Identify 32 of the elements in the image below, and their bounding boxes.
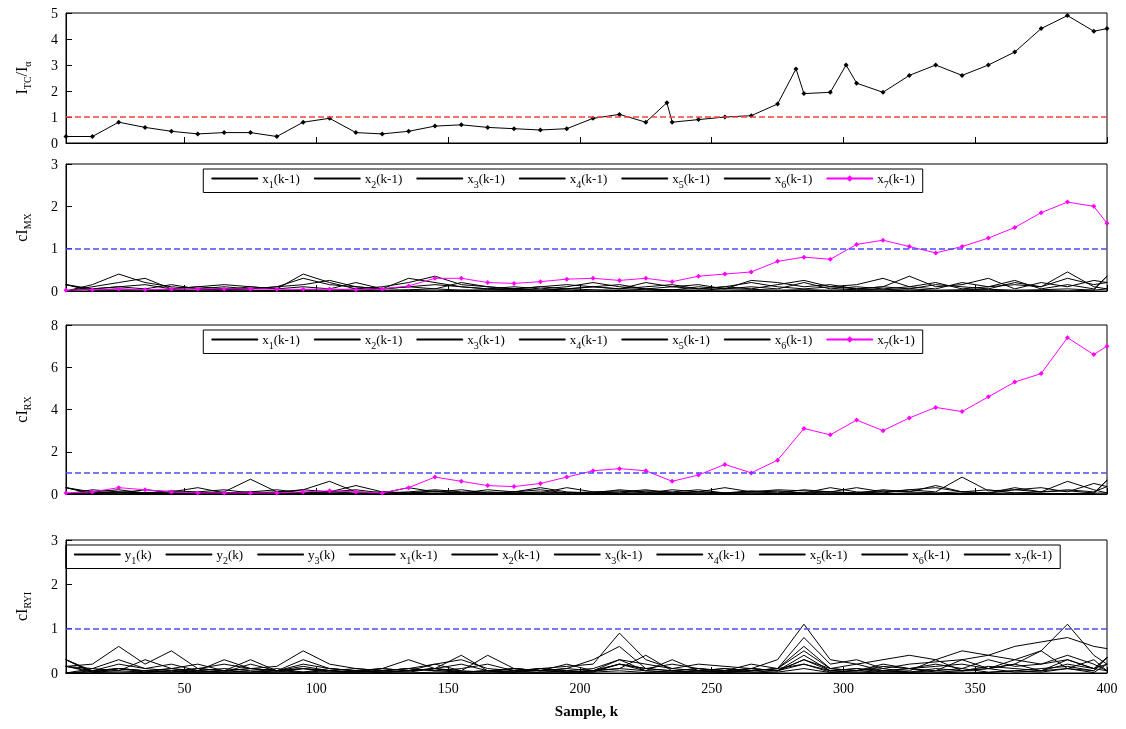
y-tick-label: 0	[51, 486, 58, 502]
x-tick-label: 400	[1096, 680, 1118, 696]
y-tick-label: 8	[51, 317, 58, 333]
y-tick-label: 2	[51, 576, 58, 592]
x-tick-label: 50	[177, 680, 192, 696]
y-tick-label: 6	[51, 359, 58, 375]
y-axis-title: cIRYI	[12, 591, 33, 622]
y-tick-label: 1	[51, 109, 58, 125]
y-axis-title: cIRX	[12, 395, 33, 423]
y-tick-label: 2	[51, 198, 58, 214]
y-tick-label: 3	[51, 532, 58, 548]
y-tick-label: 3	[51, 156, 58, 172]
y-tick-label: 0	[51, 665, 58, 681]
y-tick-label: 4	[51, 31, 58, 47]
x-tick-label: 250	[701, 680, 723, 696]
y-tick-label: 5	[51, 5, 58, 21]
x-tick-label: 300	[832, 680, 854, 696]
y-tick-label: 2	[51, 444, 58, 460]
x-tick-label: 100	[305, 680, 327, 696]
y-tick-label: 0	[51, 135, 58, 151]
y-tick-label: 2	[51, 83, 58, 99]
y-tick-label: 3	[51, 57, 58, 73]
y-axis-title: ITC/Iα	[12, 60, 33, 95]
y-tick-label: 0	[51, 283, 58, 299]
y-axis-title: cIMX	[12, 212, 33, 242]
y-tick-label: 4	[51, 402, 58, 417]
x-tick-label: 200	[569, 680, 591, 696]
y-tick-label: 1	[51, 621, 58, 637]
x-tick-label: 350	[964, 680, 986, 696]
x-axis-title: Sample, k	[554, 702, 619, 719]
x-tick-label: 150	[437, 680, 459, 696]
y-tick-label: 1	[51, 241, 58, 257]
